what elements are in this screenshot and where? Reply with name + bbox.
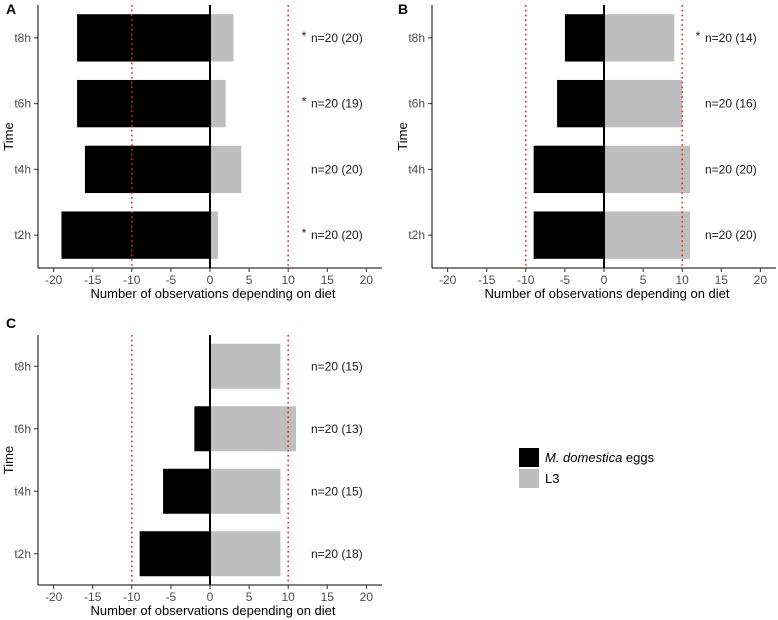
bar-l3-t6h xyxy=(604,79,683,128)
y-axis-title: Time xyxy=(1,446,16,474)
x-tick-label--15: -15 xyxy=(84,590,102,604)
bar-l3-t4h xyxy=(210,145,242,194)
bar-l3-t2h xyxy=(210,531,281,577)
x-tick-label-20: 20 xyxy=(360,273,374,287)
y-tick-label-t2h: t2h xyxy=(14,228,31,242)
x-tick-label-15: 15 xyxy=(321,590,335,604)
y-tick-label-t2h: t2h xyxy=(14,547,31,561)
x-axis-title: Number of observations depending on diet xyxy=(91,286,336,301)
n-annotation-t8h: n=20 (20) xyxy=(311,31,363,45)
x-tick-label-0: 0 xyxy=(207,273,214,287)
x-tick-label-5: 5 xyxy=(640,273,647,287)
bar-l3-t2h xyxy=(210,211,218,259)
legend-label-l3: L3 xyxy=(545,471,559,486)
n-annotation-t2h: n=20 (18) xyxy=(311,547,363,561)
y-axis-title: Time xyxy=(1,122,16,150)
bar-l3-t6h xyxy=(210,406,296,452)
n-annotation-t4h: n=20 (15) xyxy=(311,484,363,498)
legend-swatch-l3 xyxy=(519,469,539,488)
x-tick-label-15: 15 xyxy=(321,273,335,287)
n-annotation-t4h: n=20 (20) xyxy=(705,162,757,176)
bar-eggs-t6h xyxy=(194,406,210,452)
n-annotation-t8h: n=20 (15) xyxy=(311,359,363,373)
y-tick-label-t2h: t2h xyxy=(408,228,425,242)
bar-eggs-t8h xyxy=(77,14,210,62)
n-annotation-t6h: n=20 (16) xyxy=(705,97,757,111)
x-tick-label--5: -5 xyxy=(166,273,177,287)
x-axis-title: Number of observations depending on diet xyxy=(91,603,336,618)
x-tick-label-0: 0 xyxy=(207,590,214,604)
significance-t2h: * xyxy=(302,226,307,240)
x-tick-label--20: -20 xyxy=(45,273,63,287)
bar-eggs-t4h xyxy=(84,145,210,194)
y-tick-label-t4h: t4h xyxy=(408,162,425,176)
bar-l3-t6h xyxy=(210,79,226,128)
y-tick-label-t6h: t6h xyxy=(14,422,31,436)
x-tick-label-0: 0 xyxy=(601,273,608,287)
bar-eggs-t4h xyxy=(533,145,604,194)
significance-t8h: * xyxy=(302,29,307,43)
bar-eggs-t2h xyxy=(139,531,210,577)
x-axis-title: Number of observations depending on diet xyxy=(485,286,730,301)
legend: M. domestica eggs L3 xyxy=(519,448,655,488)
x-tick-label--10: -10 xyxy=(517,273,535,287)
n-annotation-t6h: n=20 (13) xyxy=(311,422,363,436)
x-tick-label--5: -5 xyxy=(560,273,571,287)
bar-l3-t4h xyxy=(604,145,690,194)
x-tick-label--10: -10 xyxy=(123,590,141,604)
panel-label-b: B xyxy=(398,1,408,17)
y-axis-title: Time xyxy=(395,122,410,150)
bar-eggs-t8h xyxy=(564,14,604,62)
bar-eggs-t4h xyxy=(163,468,210,514)
y-tick-label-t8h: t8h xyxy=(14,359,31,373)
y-tick-label-t4h: t4h xyxy=(14,162,31,176)
bar-eggs-t6h xyxy=(557,79,604,128)
bar-l3-t2h xyxy=(604,211,690,259)
x-tick-label-20: 20 xyxy=(754,273,768,287)
x-tick-label-5: 5 xyxy=(246,273,253,287)
n-annotation-t8h: n=20 (14) xyxy=(705,31,757,45)
x-tick-label-10: 10 xyxy=(282,590,296,604)
x-tick-label--15: -15 xyxy=(84,273,102,287)
panel-label-c: C xyxy=(6,315,16,331)
x-tick-label-20: 20 xyxy=(360,590,374,604)
y-tick-label-t8h: t8h xyxy=(14,31,31,45)
panel-label-a: A xyxy=(6,1,16,17)
n-annotation-t4h: n=20 (20) xyxy=(311,162,363,176)
y-tick-label-t8h: t8h xyxy=(408,31,425,45)
bar-l3-t8h xyxy=(210,14,234,62)
x-tick-label--20: -20 xyxy=(45,590,63,604)
bar-l3-t4h xyxy=(210,468,281,514)
x-tick-label--15: -15 xyxy=(478,273,496,287)
bar-eggs-t2h xyxy=(533,211,604,259)
x-tick-label-5: 5 xyxy=(246,590,253,604)
n-annotation-t2h: n=20 (20) xyxy=(311,228,363,242)
legend-label-eggs: M. domestica eggs xyxy=(545,450,655,465)
y-tick-label-t4h: t4h xyxy=(14,484,31,498)
significance-t6h: * xyxy=(302,95,307,109)
x-tick-label-10: 10 xyxy=(676,273,690,287)
n-annotation-t6h: n=20 (19) xyxy=(311,97,363,111)
x-tick-label-10: 10 xyxy=(282,273,296,287)
n-annotation-t2h: n=20 (20) xyxy=(705,228,757,242)
bar-eggs-t2h xyxy=(61,211,210,259)
significance-t8h: * xyxy=(696,29,701,43)
y-tick-label-t6h: t6h xyxy=(408,97,425,111)
bar-l3-t8h xyxy=(604,14,675,62)
x-tick-label--10: -10 xyxy=(123,273,141,287)
x-tick-label-15: 15 xyxy=(715,273,729,287)
x-tick-label--5: -5 xyxy=(166,590,177,604)
x-tick-label--20: -20 xyxy=(439,273,457,287)
bar-l3-t8h xyxy=(210,343,281,389)
legend-swatch-eggs xyxy=(519,448,539,467)
y-tick-label-t6h: t6h xyxy=(14,97,31,111)
bar-eggs-t6h xyxy=(77,79,210,128)
